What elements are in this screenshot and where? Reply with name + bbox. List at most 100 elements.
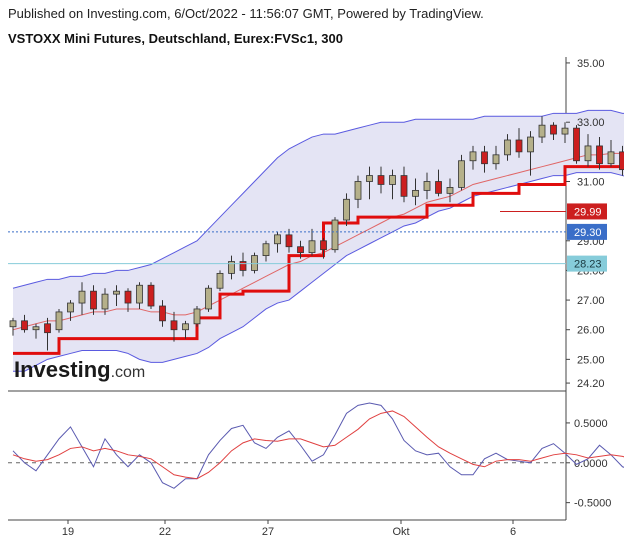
candle bbox=[527, 131, 534, 176]
y-tick-label: 27.00 bbox=[577, 295, 605, 307]
candle bbox=[170, 311, 178, 342]
y-tick-label: 26.00 bbox=[577, 325, 605, 337]
candle bbox=[458, 154, 465, 191]
chart-title: VSTOXX Mini Futures, Deutschland, Eurex:… bbox=[8, 31, 343, 46]
price-tag-label: 29.30 bbox=[574, 227, 602, 239]
candle-body bbox=[193, 308, 201, 325]
candle-body bbox=[285, 234, 293, 248]
candle bbox=[228, 255, 235, 280]
bollinger-upper bbox=[12, 109, 624, 289]
candle-body bbox=[251, 255, 258, 271]
candle-body bbox=[101, 293, 109, 310]
candle-body bbox=[550, 124, 557, 135]
candle-body bbox=[527, 136, 534, 153]
candle bbox=[492, 145, 500, 170]
y-tick-label: 25.00 bbox=[577, 354, 605, 366]
candle bbox=[78, 282, 86, 315]
x-tick-label: 6 bbox=[510, 526, 516, 538]
candle-body bbox=[216, 272, 224, 289]
candle bbox=[9, 317, 17, 336]
osc-tick-label: -0.5000 bbox=[574, 498, 611, 510]
candle-body bbox=[78, 290, 86, 304]
candle bbox=[262, 240, 270, 262]
candle-body bbox=[136, 284, 143, 304]
candle-body bbox=[400, 175, 408, 197]
candle-body bbox=[423, 181, 431, 191]
candle bbox=[573, 125, 580, 164]
y-tick-label: 33.00 bbox=[577, 117, 605, 129]
x-tick-label: 22 bbox=[159, 526, 171, 538]
candle bbox=[377, 166, 385, 194]
candle bbox=[400, 166, 408, 203]
price-tag-label: 28.23 bbox=[574, 259, 602, 271]
candle bbox=[21, 314, 28, 333]
logo-suffix: .com bbox=[111, 364, 146, 381]
candle bbox=[607, 140, 615, 167]
osc-tick-label: 0.5000 bbox=[574, 418, 608, 430]
bollinger-mid bbox=[12, 152, 624, 331]
candle bbox=[515, 128, 523, 158]
candle-body bbox=[446, 187, 454, 194]
candle bbox=[584, 134, 592, 167]
osc-slow-line bbox=[12, 410, 624, 480]
price-tag-red: 29.99 bbox=[567, 203, 607, 220]
candle-body bbox=[205, 287, 212, 310]
logo-brand: Investing bbox=[14, 357, 111, 382]
candle bbox=[147, 282, 155, 309]
candle bbox=[239, 252, 247, 277]
candle-body bbox=[262, 243, 270, 257]
y-tick-label: 35.00 bbox=[577, 58, 605, 70]
candle bbox=[308, 228, 316, 256]
candle-body bbox=[458, 160, 465, 188]
candle bbox=[274, 231, 281, 253]
candle-body bbox=[182, 323, 189, 331]
candle bbox=[205, 285, 212, 312]
candle bbox=[136, 282, 143, 309]
candle-body bbox=[492, 154, 500, 165]
candle bbox=[124, 288, 132, 312]
candle bbox=[550, 122, 557, 140]
candle bbox=[561, 122, 569, 143]
price-tag-box bbox=[567, 255, 607, 272]
y-tick-label: 31.00 bbox=[577, 177, 605, 189]
candle bbox=[469, 145, 477, 170]
candle-body bbox=[619, 151, 624, 171]
candle-body bbox=[435, 181, 442, 194]
y-tick-label: 24.20 bbox=[577, 378, 605, 390]
candle bbox=[504, 134, 511, 161]
x-tick-label: Okt bbox=[392, 526, 409, 538]
candle-body bbox=[561, 127, 569, 135]
candle-body bbox=[538, 124, 546, 138]
x-tick-label: 19 bbox=[62, 526, 74, 538]
candle bbox=[67, 300, 74, 321]
x-tick-label: 27 bbox=[262, 526, 274, 538]
candle bbox=[320, 237, 327, 259]
candle bbox=[538, 116, 546, 143]
price-tag-label: 29.99 bbox=[574, 206, 602, 218]
candle-body bbox=[67, 302, 74, 313]
price-tag-box bbox=[567, 203, 607, 220]
candle bbox=[216, 270, 224, 292]
candle-body bbox=[159, 305, 166, 322]
price-tag-blue: 29.30 bbox=[567, 223, 607, 240]
candle-body bbox=[228, 261, 235, 274]
candle-body bbox=[170, 320, 178, 331]
candle-body bbox=[377, 175, 385, 185]
candle bbox=[412, 178, 419, 206]
candle-body bbox=[515, 139, 523, 153]
candle-body bbox=[596, 145, 603, 165]
price-tag-box bbox=[567, 223, 607, 240]
candle-body bbox=[147, 284, 155, 307]
candle bbox=[182, 320, 189, 339]
candle-body bbox=[21, 320, 28, 331]
candle-body bbox=[607, 151, 615, 165]
candle bbox=[366, 166, 373, 200]
candle bbox=[331, 217, 339, 253]
candle bbox=[90, 285, 97, 315]
candle-body bbox=[366, 175, 373, 182]
candle-body bbox=[124, 290, 132, 304]
price-tag-cyan: 28.23 bbox=[567, 255, 607, 272]
candle bbox=[435, 169, 442, 197]
published-caption: Published on Investing.com, 6/Oct/2022 -… bbox=[8, 6, 484, 21]
